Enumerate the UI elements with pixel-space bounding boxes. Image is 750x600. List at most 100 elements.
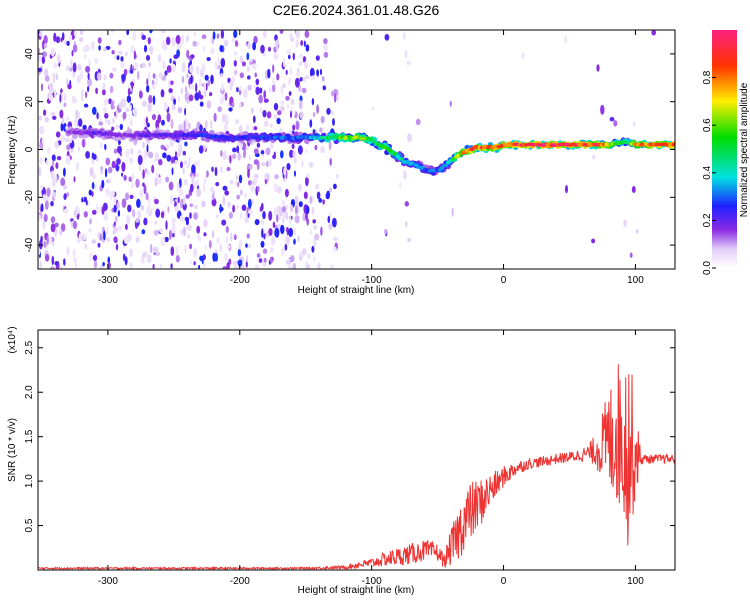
heatmap-cell: [54, 141, 59, 149]
heatmap-cell: [72, 248, 76, 258]
heatmap-cell: [255, 78, 260, 86]
heatmap-cell: [166, 112, 171, 123]
heatmap-cell: [143, 44, 148, 53]
heatmap-cell: [272, 83, 276, 93]
heatmap-cell: [178, 141, 183, 150]
heatmap-cell: [241, 61, 246, 67]
heatmap-cell: [133, 50, 136, 60]
heatmap-cell: [55, 174, 58, 183]
heatmap-cell: [261, 202, 264, 211]
heatmap-cell: [41, 203, 44, 212]
heatmap-cell: [247, 198, 252, 209]
heatmap-cell: [92, 254, 98, 261]
heatmap-cell: [92, 106, 97, 115]
heatmap-cell: [449, 100, 452, 107]
heatmap-cell: [115, 124, 119, 130]
heatmap-cell: [56, 156, 62, 161]
heatmap-cell: [181, 75, 185, 84]
heatmap-cell: [280, 84, 284, 95]
heatmap-cell: [43, 214, 48, 222]
heatmap-cell: [273, 102, 279, 111]
heatmap-cell: [115, 243, 119, 251]
heatmap-cell: [174, 159, 178, 165]
heatmap-cell: [151, 114, 157, 121]
heatmap-cell: [50, 47, 56, 57]
heatmap-cell: [262, 248, 268, 254]
heatmap-cell: [196, 225, 201, 234]
heatmap-cell: [241, 204, 247, 211]
heatmap-cell: [168, 229, 172, 240]
heatmap-cell: [39, 125, 45, 135]
y-tick-label: 1.0: [24, 474, 35, 488]
heatmap-cell: [224, 92, 228, 101]
heatmap-cell: [182, 168, 185, 175]
heatmap-cell: [309, 119, 313, 128]
heatmap-cell: [177, 95, 181, 103]
heatmap-cell: [245, 124, 250, 131]
heatmap-cell: [78, 118, 83, 127]
heatmap-cell: [232, 147, 237, 153]
heatmap-cell: [238, 101, 241, 109]
heatmap-cell: [233, 30, 238, 38]
heatmap-cell: [131, 208, 136, 218]
heatmap-cell: [63, 258, 66, 266]
heatmap-cell: [206, 100, 212, 109]
heatmap-cell: [103, 98, 109, 106]
heatmap-cell: [280, 100, 285, 106]
heatmap-cell: [38, 247, 41, 256]
heatmap-cell: [329, 211, 332, 218]
heatmap-cell: [189, 212, 192, 219]
heatmap-cell: [233, 234, 237, 241]
heatmap-cell: [60, 122, 64, 132]
heatmap-cell: [206, 170, 209, 178]
heatmap-cell: [334, 93, 337, 103]
heatmap-cell: [133, 62, 139, 70]
heatmap-cell: [165, 220, 168, 231]
heatmap-cell: [229, 180, 234, 185]
heatmap-cell: [107, 166, 113, 174]
heatmap-cell: [161, 119, 165, 126]
heatmap-cell: [286, 163, 291, 171]
heatmap-cell: [65, 65, 71, 72]
heatmap-cell: [283, 57, 286, 68]
heatmap-cell: [272, 221, 276, 228]
heatmap-cell: [250, 107, 254, 114]
heatmap-cell: [221, 219, 227, 226]
heatmap-cell: [161, 40, 166, 50]
heatmap-cell: [162, 59, 165, 70]
heatmap-cell: [146, 78, 149, 86]
heatmap-cell: [246, 52, 250, 61]
heatmap-cell: [78, 37, 84, 43]
heatmap-cell: [331, 110, 334, 116]
heatmap-cell: [285, 69, 288, 76]
heatmap-cell: [208, 240, 212, 249]
heatmap-cell: [129, 262, 134, 269]
heatmap-cell: [111, 160, 116, 169]
heatmap-cell: [182, 226, 187, 237]
heatmap-cell: [103, 211, 108, 221]
heatmap-cell: [155, 75, 158, 86]
heatmap-cell: [100, 170, 103, 175]
heatmap-cell: [125, 148, 130, 158]
heatmap-cell: [113, 204, 117, 213]
heatmap-cell: [293, 227, 297, 236]
heatmap-cell: [38, 115, 43, 121]
heatmap-cell: [154, 177, 158, 187]
heatmap-cell: [269, 141, 274, 150]
heatmap-cell: [236, 87, 239, 93]
heatmap-cell: [85, 65, 91, 73]
heatmap-cell: [43, 42, 48, 49]
heatmap-cell: [103, 74, 107, 81]
heatmap-cell: [51, 154, 56, 162]
heatmap-cell: [50, 201, 54, 207]
heatmap-cell: [237, 181, 240, 188]
heatmap-cell: [105, 187, 110, 196]
heatmap-cell: [403, 169, 407, 180]
heatmap-cell: [73, 176, 76, 183]
heatmap-cell: [565, 185, 568, 194]
heatmap-cell: [91, 41, 95, 51]
heatmap-cell: [161, 30, 166, 34]
heatmap-cell: [273, 114, 278, 119]
heatmap-cell: [285, 169, 288, 180]
y-tick-label: 1.5: [24, 429, 35, 443]
